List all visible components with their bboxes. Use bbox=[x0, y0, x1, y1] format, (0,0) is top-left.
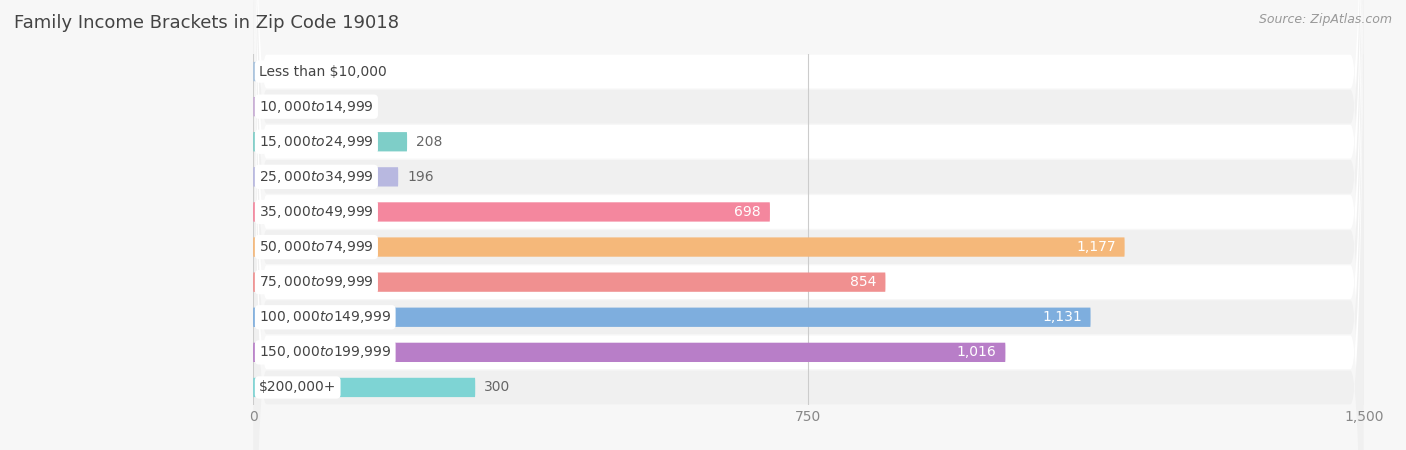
Text: 1,131: 1,131 bbox=[1042, 310, 1081, 324]
FancyBboxPatch shape bbox=[253, 0, 1364, 450]
Text: Source: ZipAtlas.com: Source: ZipAtlas.com bbox=[1258, 14, 1392, 27]
Text: 300: 300 bbox=[484, 380, 510, 395]
FancyBboxPatch shape bbox=[253, 0, 1364, 450]
FancyBboxPatch shape bbox=[253, 308, 1091, 327]
Text: 87: 87 bbox=[326, 99, 344, 114]
FancyBboxPatch shape bbox=[253, 343, 1005, 362]
FancyBboxPatch shape bbox=[253, 0, 1364, 450]
FancyBboxPatch shape bbox=[253, 0, 1364, 450]
Text: 698: 698 bbox=[734, 205, 761, 219]
FancyBboxPatch shape bbox=[253, 0, 1364, 450]
FancyBboxPatch shape bbox=[253, 202, 770, 221]
Text: $35,000 to $49,999: $35,000 to $49,999 bbox=[259, 204, 374, 220]
FancyBboxPatch shape bbox=[253, 273, 886, 292]
Text: 1,016: 1,016 bbox=[957, 345, 997, 360]
FancyBboxPatch shape bbox=[253, 62, 330, 81]
FancyBboxPatch shape bbox=[253, 0, 1364, 450]
Text: $25,000 to $34,999: $25,000 to $34,999 bbox=[259, 169, 374, 185]
Text: $50,000 to $74,999: $50,000 to $74,999 bbox=[259, 239, 374, 255]
Text: $75,000 to $99,999: $75,000 to $99,999 bbox=[259, 274, 374, 290]
FancyBboxPatch shape bbox=[253, 97, 318, 116]
Text: $100,000 to $149,999: $100,000 to $149,999 bbox=[259, 309, 391, 325]
FancyBboxPatch shape bbox=[253, 238, 1125, 256]
FancyBboxPatch shape bbox=[253, 378, 475, 397]
Text: Less than $10,000: Less than $10,000 bbox=[259, 64, 387, 79]
FancyBboxPatch shape bbox=[253, 0, 1364, 450]
Text: $200,000+: $200,000+ bbox=[259, 380, 336, 395]
Text: 104: 104 bbox=[339, 64, 366, 79]
Text: 854: 854 bbox=[851, 275, 876, 289]
Text: $15,000 to $24,999: $15,000 to $24,999 bbox=[259, 134, 374, 150]
Text: $150,000 to $199,999: $150,000 to $199,999 bbox=[259, 344, 391, 360]
Text: 196: 196 bbox=[408, 170, 433, 184]
FancyBboxPatch shape bbox=[253, 132, 408, 151]
Text: Family Income Brackets in Zip Code 19018: Family Income Brackets in Zip Code 19018 bbox=[14, 14, 399, 32]
FancyBboxPatch shape bbox=[253, 167, 398, 186]
Text: 208: 208 bbox=[416, 135, 443, 149]
Text: $10,000 to $14,999: $10,000 to $14,999 bbox=[259, 99, 374, 115]
Text: 1,177: 1,177 bbox=[1076, 240, 1116, 254]
FancyBboxPatch shape bbox=[253, 0, 1364, 450]
FancyBboxPatch shape bbox=[253, 0, 1364, 450]
FancyBboxPatch shape bbox=[253, 0, 1364, 450]
